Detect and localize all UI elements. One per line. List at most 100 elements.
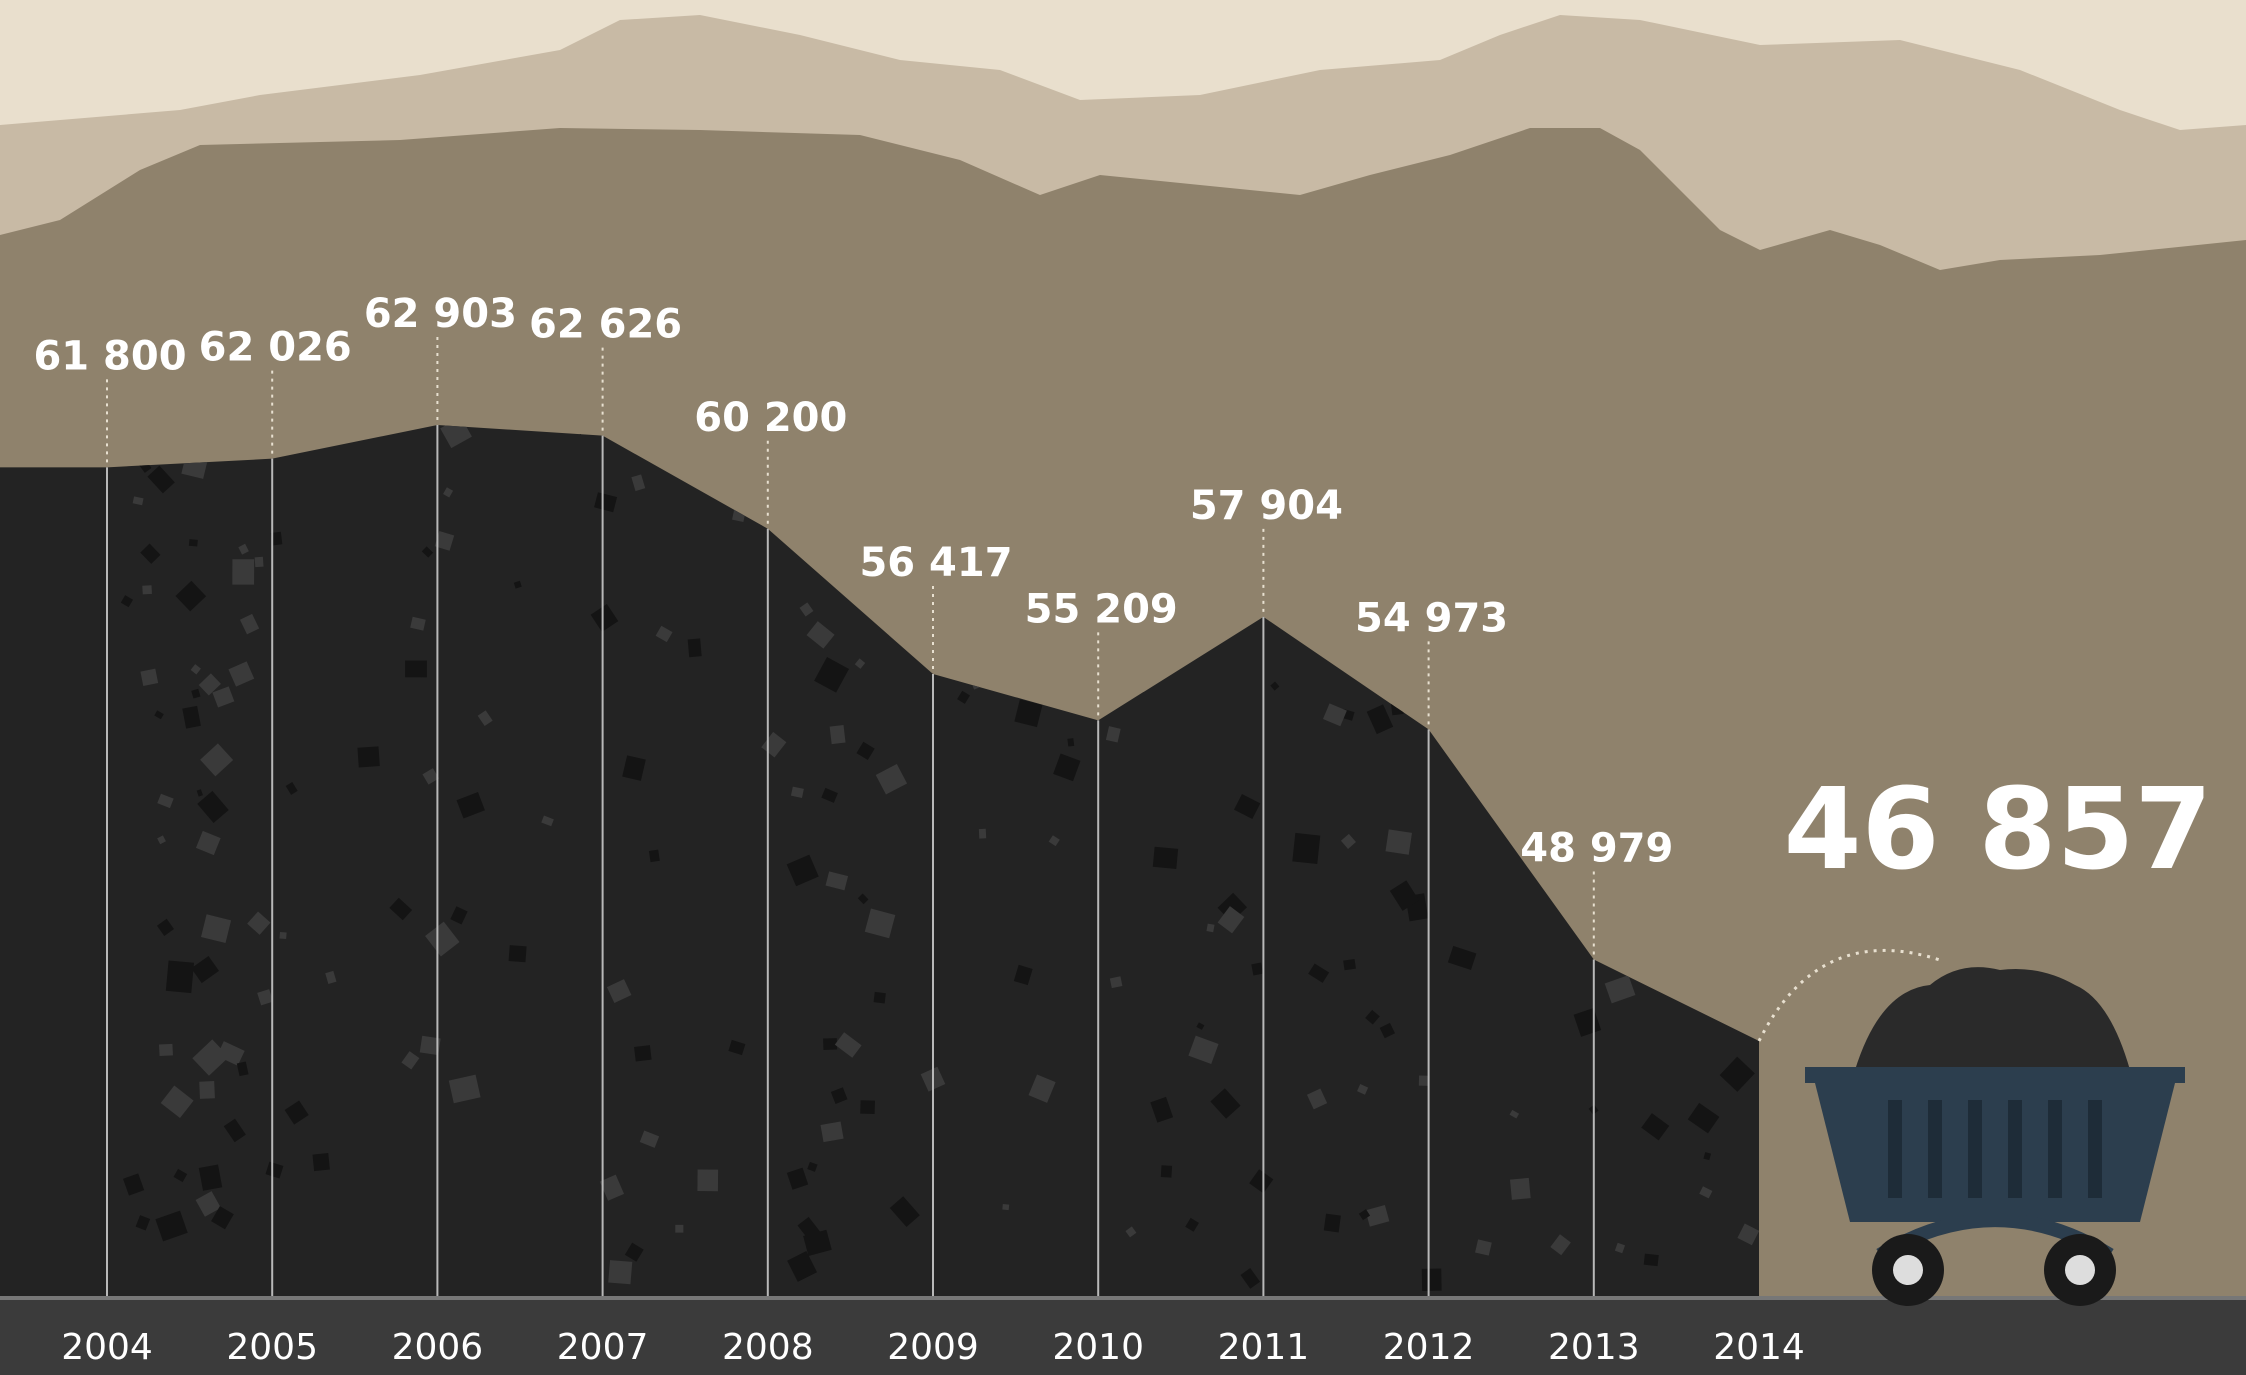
coal-chunk <box>624 1242 644 1262</box>
coal-chunk <box>1160 1165 1173 1178</box>
coal-chunk <box>1217 906 1245 934</box>
year-label: 2006 <box>392 1327 484 1368</box>
coal-chunk <box>1340 833 1356 849</box>
coal-chunk <box>1233 794 1261 820</box>
year-label: 2009 <box>887 1327 979 1368</box>
coal-chunk <box>238 543 249 555</box>
coal-chunk <box>854 658 866 669</box>
coal-chunk <box>957 690 970 704</box>
year-label: 2012 <box>1383 1327 1475 1368</box>
value-label: 62 626 <box>529 302 682 348</box>
coal-chunk <box>434 530 455 551</box>
coal-chunk <box>188 539 198 547</box>
coal-chunk <box>1509 1177 1531 1200</box>
coal-chunk <box>1013 964 1033 986</box>
coal-chunk <box>175 580 207 612</box>
coal-chunk <box>165 960 195 994</box>
coal-chunk <box>182 705 201 729</box>
coal-chunk <box>806 621 835 649</box>
coal-chunk <box>857 893 869 905</box>
cart-hub <box>1893 1255 1923 1285</box>
coal-chunk <box>197 790 229 823</box>
coal-chunk <box>1323 1213 1341 1233</box>
coal-chunk <box>814 657 849 693</box>
coal-chunk <box>697 1169 719 1192</box>
coal-chunk <box>1365 1205 1390 1227</box>
coal-chunk <box>639 1130 660 1148</box>
coal-chunk <box>1270 681 1280 691</box>
coal-chunk <box>634 1045 652 1062</box>
coal-chunk <box>1125 1226 1137 1238</box>
coal-chunk <box>675 1224 684 1233</box>
coal-chunk <box>279 931 287 939</box>
coal-chunk <box>787 1251 818 1282</box>
coal-chunk <box>1150 1096 1174 1123</box>
coal-chunk <box>1028 1074 1056 1103</box>
value-label: 48 979 <box>1520 826 1673 872</box>
coal-chunk <box>1185 1217 1199 1232</box>
coal-chunk <box>1053 753 1081 782</box>
coal-chunk <box>590 603 619 632</box>
value-label: 55 209 <box>1025 586 1178 632</box>
coal-chunk <box>312 1153 330 1172</box>
coal-chunk <box>790 786 804 798</box>
coal-chunk <box>195 830 221 856</box>
coal-chunk <box>191 688 201 699</box>
coal-chunk <box>443 487 454 498</box>
coal-chunk <box>1421 1268 1442 1291</box>
coal-chunk <box>157 835 166 845</box>
coal-chunk <box>508 945 527 963</box>
coal-chunk <box>1365 1009 1380 1025</box>
coal-chunk <box>820 1121 844 1143</box>
coal-chunk <box>608 1260 633 1285</box>
value-label: 60 200 <box>694 395 847 441</box>
mine-cart <box>1805 967 2185 1306</box>
coal-chunk <box>1703 1152 1712 1161</box>
coal-chunk <box>200 743 234 777</box>
coal-chunk <box>154 710 164 720</box>
year-label: 2007 <box>557 1327 649 1368</box>
coal-chunk <box>1379 1022 1396 1039</box>
coal-chunk <box>1687 1102 1720 1134</box>
coal-chunk <box>450 906 468 925</box>
coal-chunk <box>228 661 255 687</box>
coal-chunk <box>285 781 298 795</box>
coal-chunk <box>1418 1075 1430 1086</box>
coal-chunk <box>1604 975 1636 1004</box>
coal-chunk <box>1105 726 1121 743</box>
coal-chunk <box>160 1085 194 1119</box>
value-label: 57 904 <box>1190 483 1343 529</box>
coal-chunk <box>1306 1088 1328 1110</box>
coal-chunk <box>257 989 274 1006</box>
coal-chunk <box>807 1161 818 1172</box>
connector-arc <box>1757 948 1941 1042</box>
coal-chunk <box>978 828 987 839</box>
coal-chunk <box>864 908 896 939</box>
coal-chunk <box>173 1168 188 1183</box>
coal-chunk <box>212 686 235 708</box>
coal-chunk <box>1737 1223 1759 1246</box>
highlight-value: 46 857 <box>1784 765 2213 895</box>
coal-chunk <box>410 616 426 631</box>
coal-chunk <box>247 911 271 935</box>
coal-chunk <box>1366 704 1394 735</box>
coal-chunk <box>889 1196 920 1228</box>
coal-chunk <box>648 849 660 863</box>
coal-chunk <box>401 1051 420 1070</box>
coal-chunk <box>270 531 283 546</box>
cart-rim <box>1805 1067 2185 1083</box>
coal-chunk <box>425 921 460 957</box>
coal-chunk <box>216 1041 245 1066</box>
coal-chunk <box>223 1118 246 1143</box>
coal-chunk <box>1109 976 1123 989</box>
coal-chunk <box>120 595 133 608</box>
coal-chunk <box>456 792 485 819</box>
year-label: 2011 <box>1218 1327 1310 1368</box>
coal-chunk <box>325 970 337 985</box>
coal-chunk <box>239 613 260 635</box>
coal-chunk <box>655 625 673 643</box>
coal-chunk <box>1210 1088 1241 1119</box>
coal-chunk <box>1641 1113 1670 1141</box>
value-label: 54 973 <box>1355 595 1508 641</box>
coal-chunk <box>1002 1204 1010 1211</box>
